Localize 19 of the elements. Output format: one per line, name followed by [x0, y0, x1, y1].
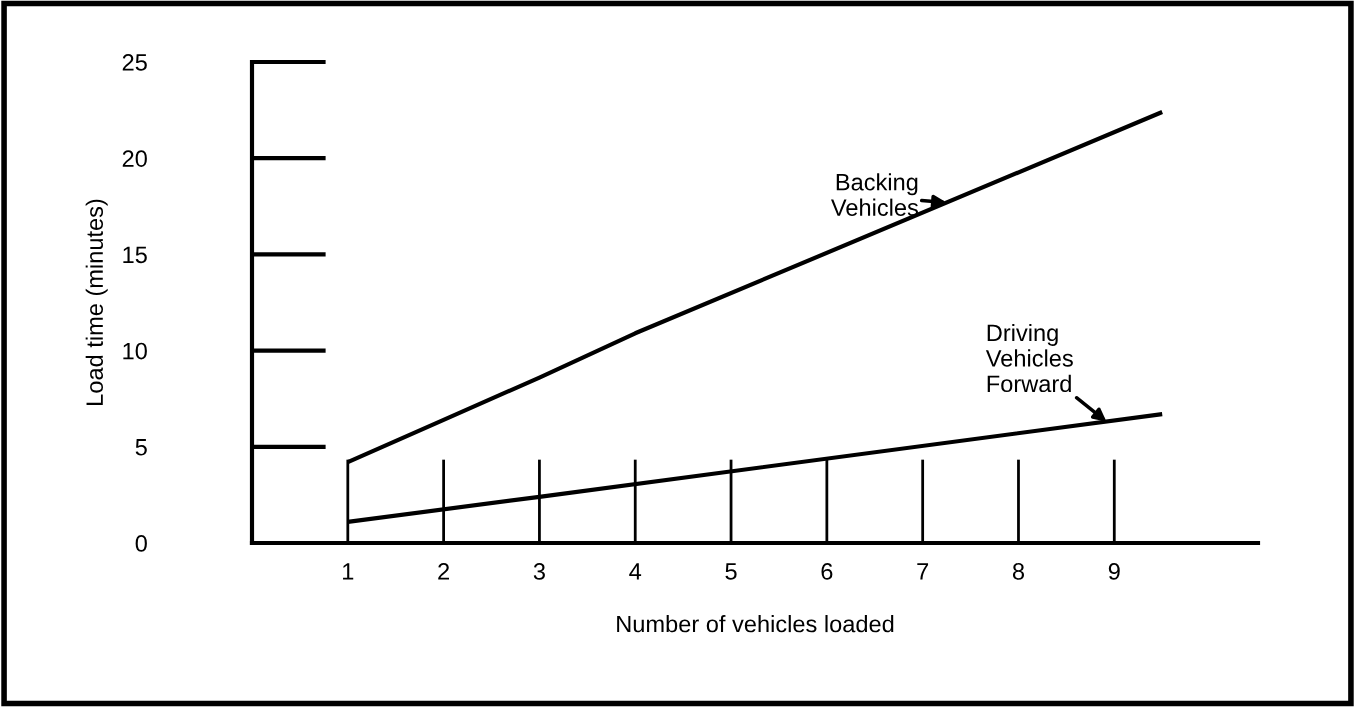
y-axis-title: Load time (minutes)	[85, 199, 108, 405]
x-axis-title: Number of vehicles loaded	[617, 615, 894, 633]
x-tick-label: 4	[629, 563, 642, 580]
y-tick-label: 10	[123, 342, 147, 360]
y-tick-label: 20	[122, 150, 147, 167]
x-tick-label: 2	[438, 563, 449, 580]
x-tick-label: 8	[1012, 563, 1025, 580]
annotation: Driving Vehicles Forward	[985, 323, 1073, 393]
y-tick-label: 0	[135, 535, 147, 552]
y-tick-label: 25	[122, 54, 147, 71]
annotation: Backing Vehicles	[831, 173, 918, 216]
x-tick-label: 6	[821, 563, 833, 580]
x-tick-label: 1	[343, 563, 354, 580]
x-tick-label: 5	[725, 563, 737, 580]
x-tick-label: 9	[1108, 563, 1120, 580]
y-tick-label: 15	[123, 246, 147, 264]
y-tick-label: 5	[135, 439, 147, 456]
x-tick-label: 3	[533, 563, 545, 580]
x-tick-label: 7	[917, 563, 929, 580]
